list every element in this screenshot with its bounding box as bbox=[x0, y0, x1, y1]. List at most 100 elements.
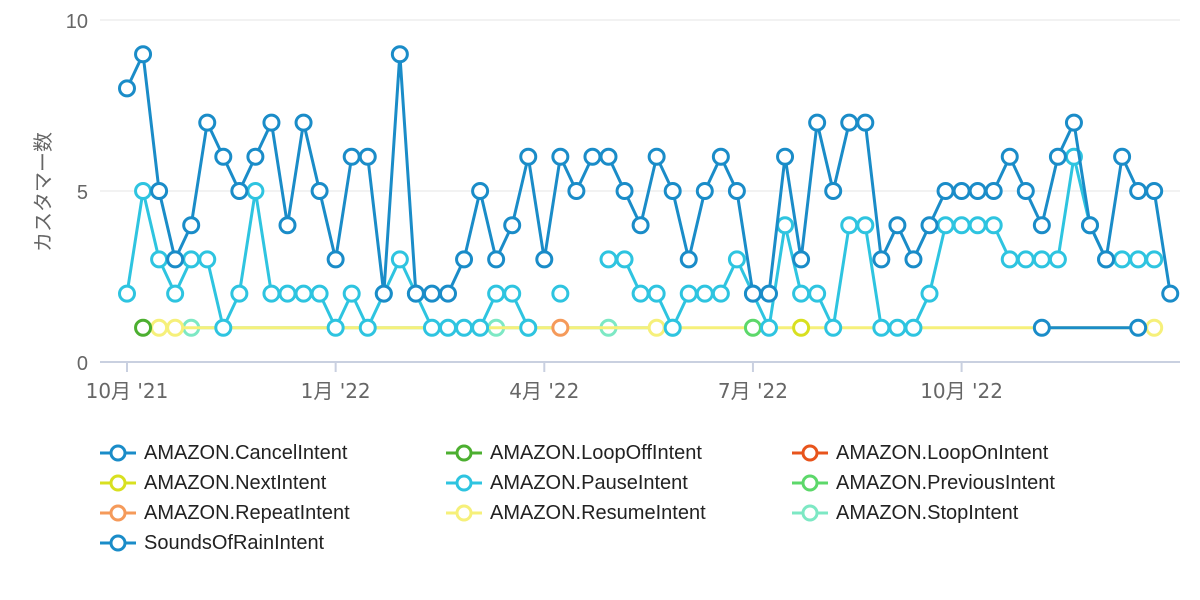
data-point[interactable] bbox=[599, 147, 618, 166]
data-point[interactable] bbox=[583, 147, 602, 166]
data-point[interactable] bbox=[663, 182, 682, 200]
data-point[interactable] bbox=[422, 284, 441, 303]
data-point[interactable] bbox=[1048, 147, 1067, 166]
data-point[interactable] bbox=[808, 113, 827, 132]
data-point[interactable] bbox=[679, 250, 698, 269]
data-point[interactable] bbox=[535, 250, 554, 269]
data-point[interactable] bbox=[695, 284, 714, 303]
data-point[interactable] bbox=[422, 318, 441, 337]
data-point[interactable] bbox=[743, 318, 762, 337]
data-point[interactable] bbox=[840, 113, 859, 132]
data-point[interactable] bbox=[888, 318, 907, 337]
data-point[interactable] bbox=[776, 147, 795, 166]
data-point[interactable] bbox=[390, 250, 409, 269]
data-point[interactable] bbox=[118, 284, 136, 303]
data-point[interactable] bbox=[455, 318, 474, 337]
data-point[interactable] bbox=[342, 147, 361, 166]
data-point[interactable] bbox=[760, 284, 778, 303]
data-point[interactable] bbox=[294, 113, 313, 132]
data-point[interactable] bbox=[567, 182, 586, 200]
data-point[interactable] bbox=[904, 250, 923, 269]
data-point[interactable] bbox=[1097, 250, 1116, 269]
data-point[interactable] bbox=[519, 318, 538, 337]
data-point[interactable] bbox=[727, 250, 746, 269]
data-point[interactable] bbox=[615, 182, 634, 200]
data-point[interactable] bbox=[439, 318, 457, 337]
data-point[interactable] bbox=[888, 216, 907, 235]
data-point[interactable] bbox=[1081, 216, 1099, 235]
data-point[interactable] bbox=[326, 318, 345, 337]
data-point[interactable] bbox=[1048, 250, 1067, 269]
data-point[interactable] bbox=[952, 216, 971, 235]
data-point[interactable] bbox=[776, 216, 795, 235]
data-point[interactable] bbox=[166, 318, 185, 337]
data-point[interactable] bbox=[1113, 147, 1132, 166]
data-point[interactable] bbox=[760, 318, 778, 337]
data-point[interactable] bbox=[390, 45, 409, 64]
data-point[interactable] bbox=[214, 318, 233, 337]
data-point[interactable] bbox=[487, 284, 506, 303]
data-point[interactable] bbox=[968, 182, 987, 200]
data-point[interactable] bbox=[1032, 250, 1051, 269]
data-point[interactable] bbox=[647, 284, 666, 303]
data-point[interactable] bbox=[1129, 250, 1148, 269]
legend-item[interactable]: AMAZON.NextIntent bbox=[100, 470, 326, 496]
legend-item[interactable]: AMAZON.LoopOffIntent bbox=[446, 440, 702, 466]
data-point[interactable] bbox=[904, 318, 923, 337]
data-point[interactable] bbox=[711, 284, 730, 303]
data-point[interactable] bbox=[551, 147, 570, 166]
data-point[interactable] bbox=[920, 216, 939, 235]
data-point[interactable] bbox=[198, 250, 217, 269]
data-point[interactable] bbox=[503, 284, 522, 303]
data-point[interactable] bbox=[1032, 318, 1051, 337]
data-point[interactable] bbox=[278, 216, 297, 235]
legend-item[interactable]: SoundsOfRainIntent bbox=[100, 530, 324, 556]
data-point[interactable] bbox=[519, 147, 538, 166]
data-point[interactable] bbox=[294, 284, 313, 303]
data-point[interactable] bbox=[134, 318, 153, 337]
data-point[interactable] bbox=[374, 284, 393, 303]
data-point[interactable] bbox=[1000, 250, 1019, 269]
data-point[interactable] bbox=[406, 284, 425, 303]
data-point[interactable] bbox=[984, 182, 1003, 200]
data-point[interactable] bbox=[134, 45, 153, 64]
data-point[interactable] bbox=[856, 216, 875, 235]
data-point[interactable] bbox=[1016, 182, 1035, 200]
data-point[interactable] bbox=[663, 318, 682, 337]
data-point[interactable] bbox=[214, 147, 233, 166]
data-point[interactable] bbox=[150, 318, 169, 337]
legend-item[interactable]: AMAZON.PauseIntent bbox=[446, 470, 688, 496]
data-point[interactable] bbox=[471, 182, 490, 200]
data-point[interactable] bbox=[150, 250, 169, 269]
data-point[interactable] bbox=[679, 284, 698, 303]
data-point[interactable] bbox=[1145, 250, 1164, 269]
data-point[interactable] bbox=[134, 182, 153, 200]
data-point[interactable] bbox=[310, 182, 329, 200]
data-point[interactable] bbox=[166, 284, 185, 303]
data-point[interactable] bbox=[182, 216, 201, 235]
data-point[interactable] bbox=[1145, 318, 1164, 337]
data-point[interactable] bbox=[1016, 250, 1035, 269]
data-point[interactable] bbox=[792, 250, 811, 269]
data-point[interactable] bbox=[824, 182, 843, 200]
data-point[interactable] bbox=[615, 250, 634, 269]
data-point[interactable] bbox=[342, 284, 361, 303]
data-point[interactable] bbox=[984, 216, 1003, 235]
data-point[interactable] bbox=[792, 318, 811, 337]
data-point[interactable] bbox=[631, 216, 650, 235]
data-point[interactable] bbox=[326, 250, 345, 269]
data-point[interactable] bbox=[455, 250, 474, 269]
data-point[interactable] bbox=[920, 284, 939, 303]
data-point[interactable] bbox=[1161, 284, 1180, 303]
data-point[interactable] bbox=[230, 182, 249, 200]
data-point[interactable] bbox=[310, 284, 329, 303]
data-point[interactable] bbox=[872, 318, 891, 337]
data-point[interactable] bbox=[936, 182, 955, 200]
data-point[interactable] bbox=[599, 250, 618, 269]
data-point[interactable] bbox=[1145, 182, 1164, 200]
legend-item[interactable]: AMAZON.PreviousIntent bbox=[792, 470, 1055, 496]
data-point[interactable] bbox=[1064, 113, 1083, 132]
data-point[interactable] bbox=[503, 216, 522, 235]
data-point[interactable] bbox=[1129, 182, 1148, 200]
legend-item[interactable]: AMAZON.LoopOnIntent bbox=[792, 440, 1048, 466]
